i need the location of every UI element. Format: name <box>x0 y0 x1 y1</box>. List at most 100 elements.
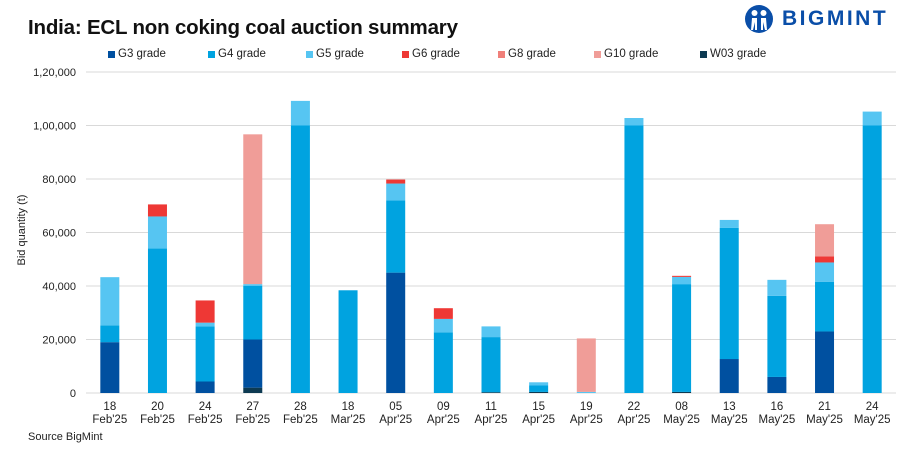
bar-stack <box>290 100 310 393</box>
bar-segment-g4-grade <box>481 337 501 393</box>
bar-stack <box>481 326 501 393</box>
bar-segment-g3-grade <box>719 359 739 393</box>
bar-segment-g4-grade <box>195 326 215 382</box>
bar-segment-g3-grade <box>815 331 835 393</box>
x-tick-label-month: Feb'25 <box>92 414 127 426</box>
bigmint-logo-icon <box>745 5 773 33</box>
legend-label: G8 grade <box>508 48 556 60</box>
bar-segment-g3-grade <box>195 381 215 393</box>
bar-segment-g10-grade <box>815 224 835 257</box>
bar-segment-g4-grade <box>815 281 835 332</box>
x-tick-label-day: 28 <box>294 401 307 413</box>
bar-segment-g4-grade <box>147 248 167 393</box>
x-tick-label-month: Feb'25 <box>283 414 318 426</box>
legend-item-g6-grade: G6 grade <box>402 48 460 60</box>
legend-swatch <box>108 50 115 58</box>
bar-segment-g10-grade <box>576 338 596 392</box>
x-tick-label-month: Feb'25 <box>140 414 175 426</box>
x-tick-label-day: 21 <box>818 401 831 413</box>
legend-label: G5 grade <box>316 48 364 60</box>
legend-item-g8-grade: G8 grade <box>498 48 556 60</box>
legend-label: G4 grade <box>218 48 266 60</box>
bar-segment-g4-grade <box>624 125 644 393</box>
x-tick-label-month: Apr'25 <box>475 414 508 426</box>
x-tick-label-month: Feb'25 <box>188 414 223 426</box>
y-tick-label: 60,000 <box>42 228 76 240</box>
bar-segment-g4-grade <box>386 200 406 273</box>
x-tick-label-month: Apr'25 <box>570 414 603 426</box>
bar-segment-g5-grade <box>290 100 310 126</box>
x-tick-label-month: Mar'25 <box>331 414 366 426</box>
y-tick-label: 1,20,000 <box>33 67 76 79</box>
legend-label: G6 grade <box>412 48 460 60</box>
y-tick-label: 20,000 <box>42 335 76 347</box>
legend-swatch <box>700 50 707 58</box>
bar-stack <box>338 290 358 393</box>
legend-label: G10 grade <box>604 48 659 60</box>
bar-stack <box>862 111 882 393</box>
chart-title: India: ECL non coking coal auction summa… <box>28 16 458 39</box>
x-tick-label-month: Apr'25 <box>427 414 460 426</box>
bar-segment-g4-grade <box>719 227 739 360</box>
bar-stack <box>147 204 167 393</box>
bar-stack <box>624 118 644 393</box>
x-tick-label-day: 05 <box>389 401 402 413</box>
bar-segment-g5-grade <box>195 322 215 327</box>
x-tick-label-month: May'25 <box>711 414 748 426</box>
x-tick-label-month: Apr'25 <box>379 414 412 426</box>
x-tick-label-month: Apr'25 <box>522 414 555 426</box>
bar-segment-g5-grade <box>624 118 644 126</box>
bar-segment-g10-grade <box>243 134 263 285</box>
y-tick-label: 1,00,000 <box>33 121 76 133</box>
bar-segment-g5-grade <box>576 391 596 393</box>
y-tick-label: 0 <box>70 388 76 400</box>
bar-stack <box>815 224 835 393</box>
legend-label: W03 grade <box>710 48 767 60</box>
bar-segment-g4-grade <box>862 125 882 393</box>
bar-segment-g4-grade <box>767 295 787 377</box>
bar-segment-g6-grade <box>147 204 167 217</box>
legend-swatch <box>594 50 601 58</box>
legend-item-w03-grade: W03 grade <box>700 48 766 60</box>
source-note: Source BigMint <box>28 431 103 443</box>
bar-stack <box>576 338 596 393</box>
bar-segment-g5-grade <box>100 277 120 326</box>
x-tick-label-day: 19 <box>580 401 593 413</box>
bar-segment-g5-grade <box>767 279 787 296</box>
bar-segment-g5-grade <box>672 276 692 285</box>
logo-text: BIGMINT <box>782 7 889 30</box>
legend-swatch <box>306 50 313 58</box>
bar-stack <box>243 134 263 393</box>
bar-segment-g6-grade <box>386 179 406 184</box>
bar-stack <box>100 277 120 393</box>
bar-stack <box>719 219 739 393</box>
bar-segment-g3-grade <box>100 342 120 393</box>
bar-stack <box>433 308 453 393</box>
legend-item-g3-grade: G3 grade <box>108 48 166 60</box>
bar-chart: 0 20,000 40,000 60,000 80,000 1,00,000 1,20,00… <box>33 67 896 426</box>
x-tick-label-month: May'25 <box>806 414 843 426</box>
bar-stack <box>529 382 549 393</box>
x-tick-label-month: Apr'25 <box>617 414 650 426</box>
x-tick-label-day: 16 <box>770 401 783 413</box>
legend-swatch <box>208 50 215 58</box>
bar-segment-g5-grade <box>433 318 453 333</box>
bar-segment-g6-grade <box>195 300 215 323</box>
x-tick-label-day: 27 <box>246 401 259 413</box>
x-tick-label-day: 18 <box>342 401 355 413</box>
x-tick-label-day: 11 <box>485 401 497 413</box>
legend-swatch <box>402 50 409 58</box>
bar-segment-g3-grade <box>386 272 406 393</box>
bar-segment-g5-grade <box>815 262 835 282</box>
bar-segment-g4-grade <box>290 125 310 393</box>
bar-segment-g5-grade <box>529 382 549 386</box>
chart-legend: G3 grade G4 grade G5 grade G6 grade G8 grade… <box>0 48 907 64</box>
legend-item-g10-grade: G10 grade <box>594 48 658 60</box>
x-tick-label-month: May'25 <box>663 414 700 426</box>
bar-segment-g4-grade <box>529 385 549 392</box>
bar-segment-g5-grade <box>481 326 501 338</box>
bar-segment-g5-grade <box>243 284 263 286</box>
bar-segment-g3-grade <box>243 339 263 388</box>
bar-stack <box>672 275 692 393</box>
bar-segment-w03-grade <box>243 387 263 393</box>
